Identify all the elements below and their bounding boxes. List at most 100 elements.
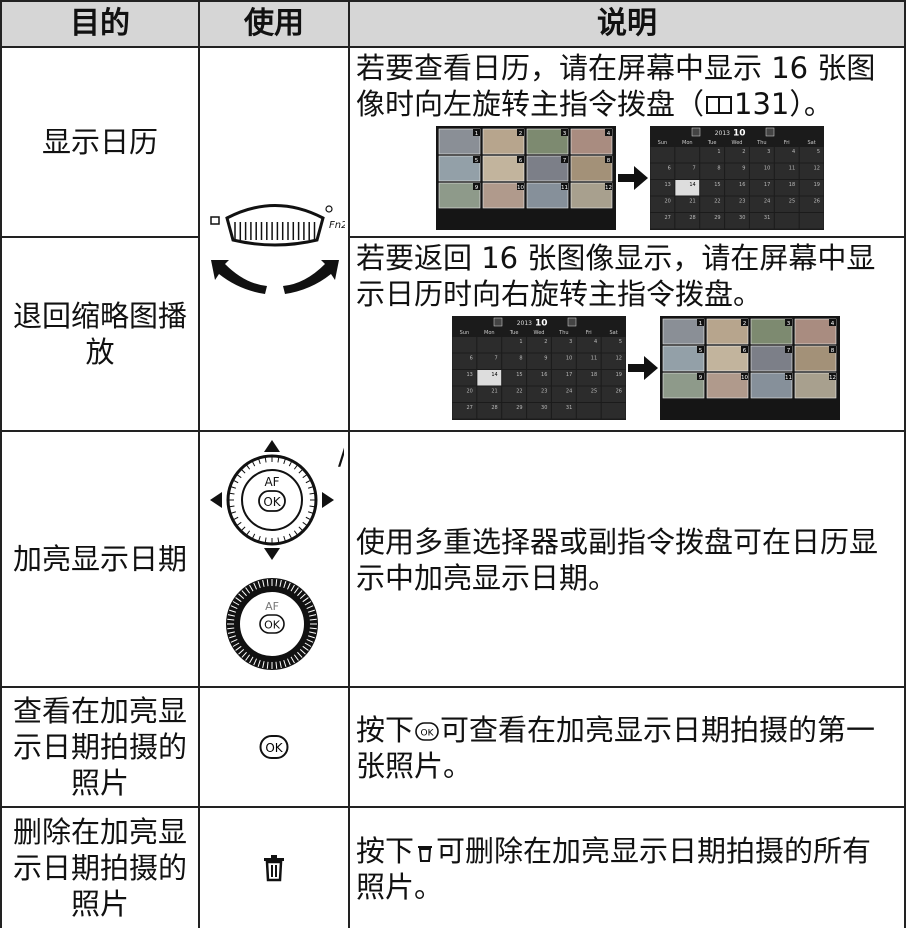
description-start: 按下 xyxy=(356,713,415,747)
thumbnail-number: 10 xyxy=(741,375,748,381)
nav-button xyxy=(567,317,577,327)
day-cell xyxy=(799,213,824,229)
day: 14 xyxy=(491,372,497,378)
thumbnail-number: 8 xyxy=(607,158,611,164)
sub-dial-rib xyxy=(304,601,312,606)
usage-cell: Fn2 xyxy=(200,48,350,432)
description-cell: 若要返回 16 张图像显示，请在屏幕中显示日历时向右旋转主指令拨盘。 2013 1… xyxy=(350,238,906,432)
day-cell xyxy=(725,180,749,196)
ok-button xyxy=(259,614,285,634)
day: 20 xyxy=(466,389,472,395)
day-cell xyxy=(452,370,477,386)
sub-dial-rib xyxy=(253,582,258,590)
sub-dial-rib xyxy=(279,661,282,669)
sub-dial-rib xyxy=(253,658,258,666)
day: 26 xyxy=(814,199,820,205)
ring-tick xyxy=(229,505,235,508)
ring-tick xyxy=(246,530,251,536)
header-cell: 目的 xyxy=(0,0,200,48)
thumb-icon xyxy=(210,216,220,225)
ring-tick xyxy=(305,480,311,484)
day: 5 xyxy=(619,339,622,345)
day-cell xyxy=(650,180,675,196)
thumbnail-number: 7 xyxy=(787,348,791,354)
day: 16 xyxy=(739,182,745,188)
header-cell: 使用 xyxy=(200,0,350,48)
thumbnail-number: 12 xyxy=(829,375,836,381)
ring-tick xyxy=(309,505,315,508)
day: 9 xyxy=(742,166,745,172)
thumbnail-badge xyxy=(829,319,836,326)
day-cell xyxy=(576,353,601,369)
weekday: Wed xyxy=(534,330,545,336)
thumbnail-number: 2 xyxy=(743,321,747,327)
trash-icon xyxy=(264,855,284,882)
trash-icon xyxy=(418,846,433,862)
thumbnail-badge xyxy=(561,156,568,163)
day: 22 xyxy=(714,199,720,205)
day-cell xyxy=(576,337,601,353)
day: 10 xyxy=(566,356,572,362)
day: 23 xyxy=(739,199,745,205)
sub-dial-rib xyxy=(230,605,238,610)
day: 7 xyxy=(495,356,498,362)
ring-tick xyxy=(233,480,239,484)
day: 25 xyxy=(789,199,795,205)
sub-dial-rib xyxy=(241,651,247,658)
thumbnail-badge xyxy=(785,373,792,380)
day-cell xyxy=(774,147,799,163)
day-cell xyxy=(675,213,700,229)
sub-dial-rib xyxy=(306,605,314,610)
dial-label: Fn2 xyxy=(329,220,345,231)
day-cell xyxy=(700,147,725,163)
sub-dial-rib xyxy=(286,582,291,590)
weekday: Sat xyxy=(609,330,617,336)
day: 10 xyxy=(764,166,770,172)
day-cell xyxy=(477,386,502,402)
ring-tick xyxy=(277,537,280,543)
highlight xyxy=(477,370,502,386)
ring-tick xyxy=(264,457,267,463)
ring-tick xyxy=(252,533,256,539)
thumbnail-badge xyxy=(829,373,836,380)
thumbnail-badge xyxy=(473,129,480,136)
ring-tick xyxy=(241,526,246,531)
thumbnail-number: 8 xyxy=(831,348,835,354)
day: 4 xyxy=(594,339,597,345)
description-cell: 按下 OK 可查看在加亮显示日期拍摄的第一张照片。 xyxy=(350,688,906,808)
thumbnail-number: 11 xyxy=(785,375,792,381)
thumbnail-badge xyxy=(697,373,704,380)
day: 26 xyxy=(616,389,622,395)
day-cell xyxy=(452,353,477,369)
day-cell xyxy=(675,147,700,163)
thumbnail-badge xyxy=(741,346,748,353)
description-end: ）。 xyxy=(789,87,833,121)
day-cell xyxy=(749,180,774,196)
nav-button xyxy=(691,127,701,137)
ring-tick xyxy=(302,521,308,526)
thumbnail-number: 10 xyxy=(517,185,524,191)
day-cell xyxy=(502,353,527,369)
day: 24 xyxy=(764,199,770,205)
day: 31 xyxy=(764,215,770,221)
day-cell xyxy=(774,196,799,212)
sub-dial-rib xyxy=(309,627,317,630)
rotate-arrow xyxy=(283,260,339,294)
sub-dial-rib xyxy=(293,654,299,661)
day: 1 xyxy=(717,149,720,155)
thumbnail-number: 3 xyxy=(563,131,567,137)
day-cell xyxy=(725,196,749,212)
sub-dial-rib xyxy=(266,661,269,669)
thumbnail-badge xyxy=(605,129,612,136)
weekday: Mon xyxy=(484,330,495,336)
sub-dial-rib xyxy=(283,581,287,589)
day-cell xyxy=(551,403,576,419)
ring-tick xyxy=(288,533,292,539)
ring-tick xyxy=(298,526,303,531)
thumbnail-badge xyxy=(741,373,748,380)
day: 21 xyxy=(491,389,497,395)
sub-dial-rib xyxy=(304,642,312,647)
description: 若要查看日历，请在屏幕中显示 16 张图像时向左旋转主指令拨盘（ xyxy=(356,51,876,121)
